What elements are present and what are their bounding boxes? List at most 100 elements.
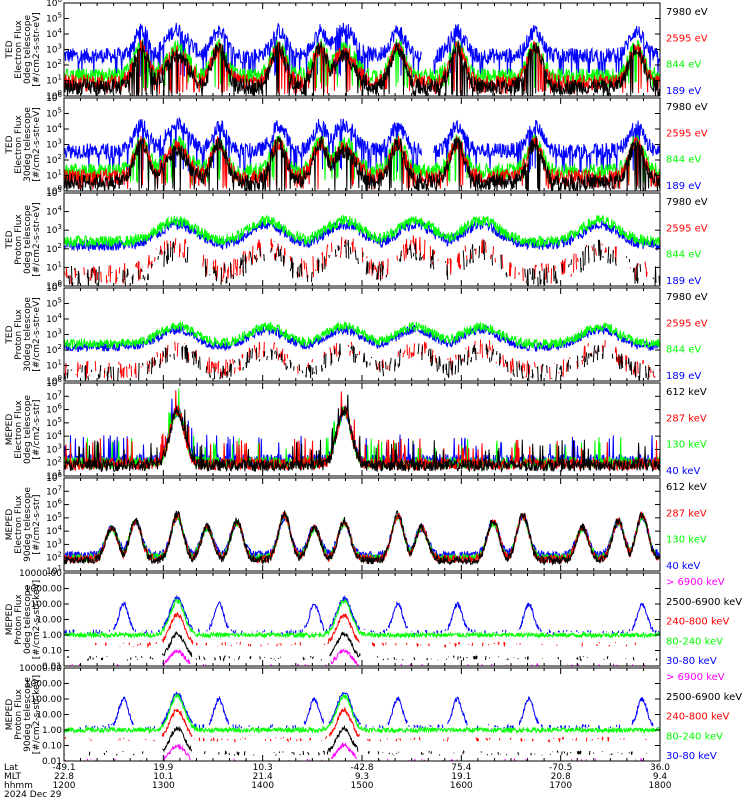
series-line-ted_e_30-0 <box>64 135 660 191</box>
x-tick-label: 9.3 <box>355 772 369 782</box>
x-tick-label: -42.8 <box>350 763 374 773</box>
x-tick-label: 1500 <box>351 781 374 791</box>
y-axis-label: 0deg telescope <box>23 205 33 275</box>
y-tick-label: 103 <box>46 223 62 236</box>
legend-entry: 844 eV <box>666 345 701 356</box>
x-tick-label: -49.1 <box>52 763 75 773</box>
x-tick-label: 22.8 <box>54 772 74 782</box>
panel-frame <box>63 667 661 762</box>
y-tick-label: 1000.00 <box>25 585 62 595</box>
y-tick-label: 1000.00 <box>25 680 62 690</box>
legend-entry: > 6900 keV <box>666 577 725 588</box>
y-axis-label: Electron Flux <box>14 400 24 459</box>
legend-entry: 80-240 keV <box>666 636 723 647</box>
x-tick-label: 1700 <box>549 781 572 791</box>
y-tick-label: 102 <box>46 153 62 166</box>
series-line-meped_e_0-0 <box>64 394 660 473</box>
y-tick-label: 1.00 <box>42 726 62 736</box>
y-axis-label: TED <box>5 135 15 154</box>
x-row-label: hhmm <box>4 781 33 791</box>
series-line-meped_p_90-3 <box>64 693 660 735</box>
y-tick-label: 104 <box>46 122 62 135</box>
series-line-meped_e_0-3 <box>64 398 660 468</box>
y-tick-label: 103 <box>46 537 62 550</box>
panel-meped_p_0: 0.01 0.10 1.00 10.00 100.00 1000.00 10000.00 ME… <box>5 569 742 672</box>
legend-entry: 7980 eV <box>666 292 708 303</box>
legend-entry: 844 eV <box>666 155 701 166</box>
y-tick-label: 101 <box>46 74 62 87</box>
series-line-meped_e_90-0 <box>64 509 660 566</box>
y-tick-label: 103 <box>46 442 62 455</box>
legend-entry: 40 keV <box>666 466 700 477</box>
x-tick-label: 20.8 <box>551 772 571 782</box>
y-tick-label: 102 <box>46 242 62 255</box>
legend-entry: 189 eV <box>666 181 701 192</box>
x-tick-label: 1200 <box>53 781 76 791</box>
y-tick-label: 103 <box>46 138 62 151</box>
panel-frame <box>63 572 661 667</box>
y-axis-label: MEPED <box>5 604 15 636</box>
legend-entry: 189 eV <box>666 371 701 382</box>
series-line-ted_p_0-2 <box>64 214 660 248</box>
y-axis-label: [#/cm2-s-str-keV] <box>32 675 42 754</box>
legend-entry: 189 eV <box>666 86 701 97</box>
y-tick-label: 10000.00 <box>19 664 62 674</box>
y-axis-label: 0deg telescope <box>23 585 33 655</box>
x-row-label: MLT <box>4 772 22 782</box>
x-tick-label: 36.0 <box>650 763 670 773</box>
legend-entry: 7980 eV <box>666 197 708 208</box>
x-tick-label: 1300 <box>152 781 175 791</box>
y-tick-label: 105 <box>46 107 62 120</box>
x-tick-label: 75.4 <box>451 763 471 773</box>
y-tick-label: 0.01 <box>42 757 62 767</box>
y-tick-label: 102 <box>46 456 62 469</box>
y-tick-label: 100.00 <box>31 600 63 610</box>
y-tick-label: 105 <box>46 12 62 25</box>
legend-entry: 612 keV <box>666 387 707 398</box>
series-line-meped_p_90-2 <box>65 708 658 742</box>
y-axis-label: Proton Flux <box>14 309 24 360</box>
series-line-meped_p_0-2 <box>95 613 660 647</box>
legend-entry: 287 keV <box>666 413 707 424</box>
legend-entry: 844 eV <box>666 60 701 71</box>
y-axis-label: Proton Flux <box>14 689 24 740</box>
y-axis-label: [#/cm2-s-str-eV] <box>32 12 42 87</box>
y-axis-label: [#/cm2-s-str-keV] <box>32 580 42 659</box>
y-tick-label: 104 <box>46 205 62 218</box>
x-tick-label: 1400 <box>251 781 274 791</box>
y-axis-label: 30deg telescope <box>23 297 33 372</box>
legend-entry: > 6900 keV <box>666 672 725 683</box>
y-tick-label: 1.00 <box>42 631 62 641</box>
y-axis-label: Electron Flux <box>14 20 24 79</box>
y-tick-label: 106 <box>46 403 62 416</box>
y-axis-label: Proton Flux <box>14 594 24 645</box>
legend-entry: 7980 eV <box>666 7 708 18</box>
legend-entry: 2500-6900 keV <box>666 597 742 608</box>
y-tick-label: 104 <box>46 312 62 325</box>
y-axis-label: MEPED <box>5 699 15 731</box>
y-axis-label: 30deg telescope <box>23 107 33 182</box>
legend-entry: 2595 eV <box>666 33 708 44</box>
y-axis-label: [#/cm2-s-str-eV] <box>32 202 42 277</box>
y-tick-label: 106 <box>46 498 62 511</box>
y-axis-label: MEPED <box>5 509 15 541</box>
y-axis-label: [#/cm2-s-str] <box>32 399 42 459</box>
y-axis-label: MEPED <box>5 414 15 446</box>
y-tick-label: 106 <box>46 0 62 9</box>
y-tick-label: 103 <box>46 43 62 56</box>
y-axis-label: 0deg telescope <box>23 395 33 465</box>
series-line-meped_p_0-0 <box>69 648 658 666</box>
y-tick-label: 10.00 <box>36 616 62 626</box>
y-tick-label: 101 <box>46 260 62 273</box>
y-axis-label: [#/cm2-s-str-eV] <box>32 107 42 182</box>
legend-entry: 240-800 keV <box>666 617 730 628</box>
legend-entry: 130 keV <box>666 440 707 451</box>
y-tick-label: 0.10 <box>42 647 62 657</box>
y-tick-label: 10.00 <box>36 711 62 721</box>
y-tick-label: 102 <box>46 343 62 356</box>
series-line-ted_p_30-1 <box>64 339 660 380</box>
x-tick-label: 10.3 <box>253 763 273 773</box>
